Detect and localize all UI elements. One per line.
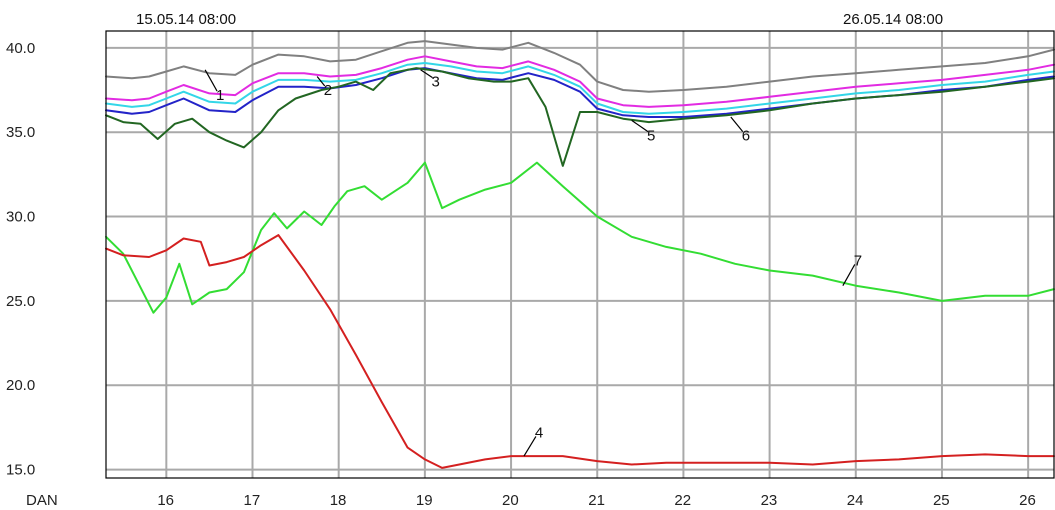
series-line-1: [105, 40, 1055, 93]
x-tick-label: 23: [761, 492, 778, 509]
x-tick-label: 21: [588, 492, 605, 509]
x-tick-label: 24: [847, 492, 864, 509]
annotation-label-5: 5: [647, 128, 655, 145]
x-tick-label: 16: [157, 492, 174, 509]
annotation-leader: [523, 436, 537, 457]
x-tick-label: 17: [244, 492, 261, 509]
x-tick-label: 20: [502, 492, 519, 509]
annotation-leader: [420, 69, 433, 79]
annotation-label-2: 2: [324, 82, 332, 99]
y-tick-label: 35.0: [6, 124, 35, 141]
annotation-label-1: 1: [216, 87, 224, 104]
header-left-timestamp: 15.05.14 08:00: [136, 11, 236, 28]
annotation-label-4: 4: [535, 424, 543, 441]
series-line-4: [105, 234, 1055, 469]
series-line-5: [105, 67, 1055, 167]
x-tick-label: 26: [1019, 492, 1036, 509]
x-tick-label: 18: [330, 492, 347, 509]
plot-frame: [105, 30, 1055, 479]
annotation-label-7: 7: [854, 252, 862, 269]
x-axis-label: DAN: [26, 492, 58, 509]
x-tick-labels: 16 17 18 19 20 21 22 23 24 25 26: [157, 492, 1036, 509]
series-annotations: 1 2 3 4 5 6 7: [204, 69, 862, 457]
y-tick-label: 30.0: [6, 209, 35, 226]
annotation-leader: [316, 76, 326, 87]
annotation-leader: [730, 116, 744, 132]
x-tick-label: 19: [416, 492, 433, 509]
x-tick-label: 22: [674, 492, 691, 509]
series-lines: [105, 40, 1055, 469]
series-line-7: [105, 161, 1055, 314]
y-tick-label: 20.0: [6, 377, 35, 394]
grid: [106, 31, 1054, 478]
annotation-leader: [842, 264, 856, 286]
y-tick-label: 40.0: [6, 40, 35, 57]
x-tick-label: 25: [933, 492, 950, 509]
y-tick-label: 25.0: [6, 293, 35, 310]
annotation-leader: [204, 69, 218, 92]
annotation-leader: [631, 119, 649, 133]
series-line-extra-2: [105, 62, 1055, 115]
series-line-2: [105, 55, 1055, 108]
series-line-3: [105, 67, 1055, 118]
y-tick-label: 15.0: [6, 462, 35, 479]
y-tick-labels: 15.0 20.0 25.0 30.0 35.0 40.0: [6, 40, 35, 479]
annotation-label-6: 6: [742, 128, 750, 145]
annotation-label-3: 3: [431, 74, 439, 91]
header-right-timestamp: 26.05.14 08:00: [843, 11, 943, 28]
